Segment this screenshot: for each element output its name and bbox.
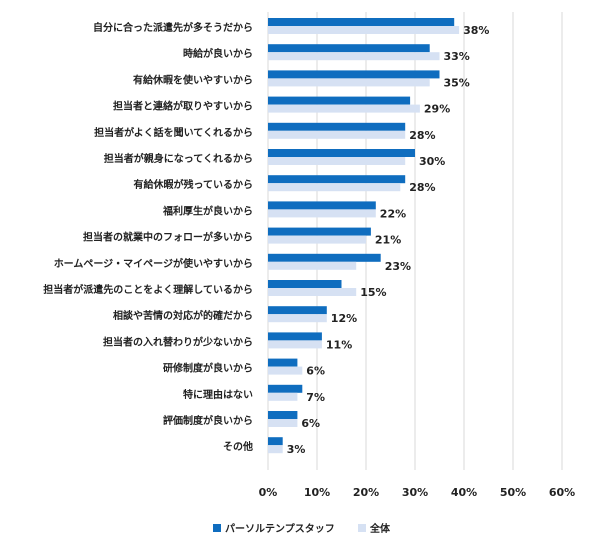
value-labels: 38%33%35%29%28%30%28%22%21%23%15%12%11%6…	[287, 24, 490, 456]
bar-persol	[268, 358, 298, 367]
bar-overall	[268, 392, 298, 401]
bar-persol	[268, 437, 283, 446]
value-label: 28%	[409, 129, 435, 142]
bar-persol	[268, 18, 455, 26]
bar-persol	[268, 384, 303, 393]
bar-persol	[268, 44, 430, 53]
bar-overall	[268, 235, 366, 244]
x-tick-label: 50%	[500, 486, 526, 499]
value-label: 21%	[375, 234, 401, 247]
bar-persol	[268, 411, 298, 419]
x-tick-label: 60%	[549, 486, 575, 499]
bar-overall	[268, 52, 440, 61]
category-labels: 自分に合った派遣先が多そうだから時給が良いから有給休暇を使いやすいから担当者と連…	[43, 21, 253, 453]
x-axis-ticks: 0% 10% 20% 30% 40% 50% 60%	[259, 486, 576, 499]
category-label: ホームページ・マイページが使いやすいから	[54, 257, 253, 270]
bar-overall	[268, 340, 322, 349]
value-label: 3%	[287, 443, 306, 456]
category-label: 福利厚生が良いから	[162, 204, 253, 217]
bar-overall	[268, 419, 298, 427]
category-label: 研修制度が良いから	[163, 362, 253, 375]
category-label: 特に理由はない	[183, 388, 253, 401]
x-tick-label: 40%	[451, 486, 477, 499]
bar-persol	[268, 280, 342, 288]
bar-overall	[268, 209, 376, 218]
legend-swatch-overall	[358, 524, 366, 532]
bar-overall	[268, 445, 283, 454]
legend-label-persol: パーソルテンプスタッフ	[225, 522, 335, 535]
bar-persol	[268, 96, 411, 105]
bar-overall	[268, 314, 327, 323]
category-label: 自分に合った派遣先が多そうだから	[93, 21, 253, 34]
bar-persol	[268, 201, 376, 210]
bar-overall	[268, 183, 401, 192]
value-label: 30%	[419, 155, 445, 168]
category-label: 担当者がよく話を聞いてくれるから	[94, 126, 253, 139]
bar-overall	[268, 78, 430, 87]
bar-persol	[268, 227, 371, 236]
bar-overall	[268, 157, 406, 165]
bar-overall	[268, 366, 303, 375]
value-label: 7%	[306, 391, 325, 404]
value-label: 12%	[331, 312, 357, 325]
value-label: 6%	[306, 365, 325, 378]
x-tick-label: 30%	[402, 486, 428, 499]
x-tick-label: 10%	[304, 486, 330, 499]
bar-overall	[268, 288, 357, 296]
value-label: 11%	[326, 338, 352, 351]
bar-overall	[268, 104, 420, 113]
x-tick-label: 20%	[353, 486, 379, 499]
category-label: 相談や苦情の対応が的確だから	[113, 309, 253, 322]
bar-persol	[268, 306, 327, 315]
bar-overall	[268, 261, 357, 270]
value-label: 35%	[444, 76, 470, 89]
category-label: 担当者の就業中のフォローが多いから	[83, 231, 253, 244]
value-label: 23%	[385, 260, 411, 273]
bars	[268, 18, 460, 454]
category-label: 評価制度が良いから	[163, 414, 253, 427]
value-label: 6%	[301, 417, 320, 430]
value-label: 28%	[409, 181, 435, 194]
bar-persol	[268, 175, 406, 184]
value-label: 38%	[463, 24, 489, 37]
category-label: 担当者の入れ替わりが少ないから	[103, 335, 253, 348]
category-label: 有給休暇が残っているから	[134, 178, 254, 191]
value-label: 29%	[424, 103, 450, 116]
bar-persol	[268, 332, 322, 341]
category-label: 有給休暇を使いやすいから	[133, 73, 253, 86]
legend: パーソルテンプスタッフ 全体	[213, 522, 391, 535]
value-label: 15%	[360, 286, 386, 299]
legend-label-overall: 全体	[369, 522, 391, 535]
category-label: 時給が良いから	[183, 47, 253, 60]
category-label: 担当者が派遣先のことをよく理解しているから	[43, 283, 253, 296]
x-tick-label: 0%	[259, 486, 278, 499]
value-label: 22%	[380, 207, 406, 220]
value-label: 33%	[444, 50, 470, 63]
bar-overall	[268, 26, 460, 34]
category-label: 担当者が親身になってくれるから	[104, 152, 253, 165]
legend-swatch-persol	[213, 524, 221, 532]
bar-persol	[268, 149, 415, 157]
bar-persol	[268, 70, 440, 79]
category-label: 担当者と連絡が取りやすいから	[113, 100, 253, 113]
category-label: その他	[223, 440, 253, 453]
bar-persol	[268, 253, 381, 262]
bar-persol	[268, 122, 406, 131]
bar-overall	[268, 130, 406, 139]
